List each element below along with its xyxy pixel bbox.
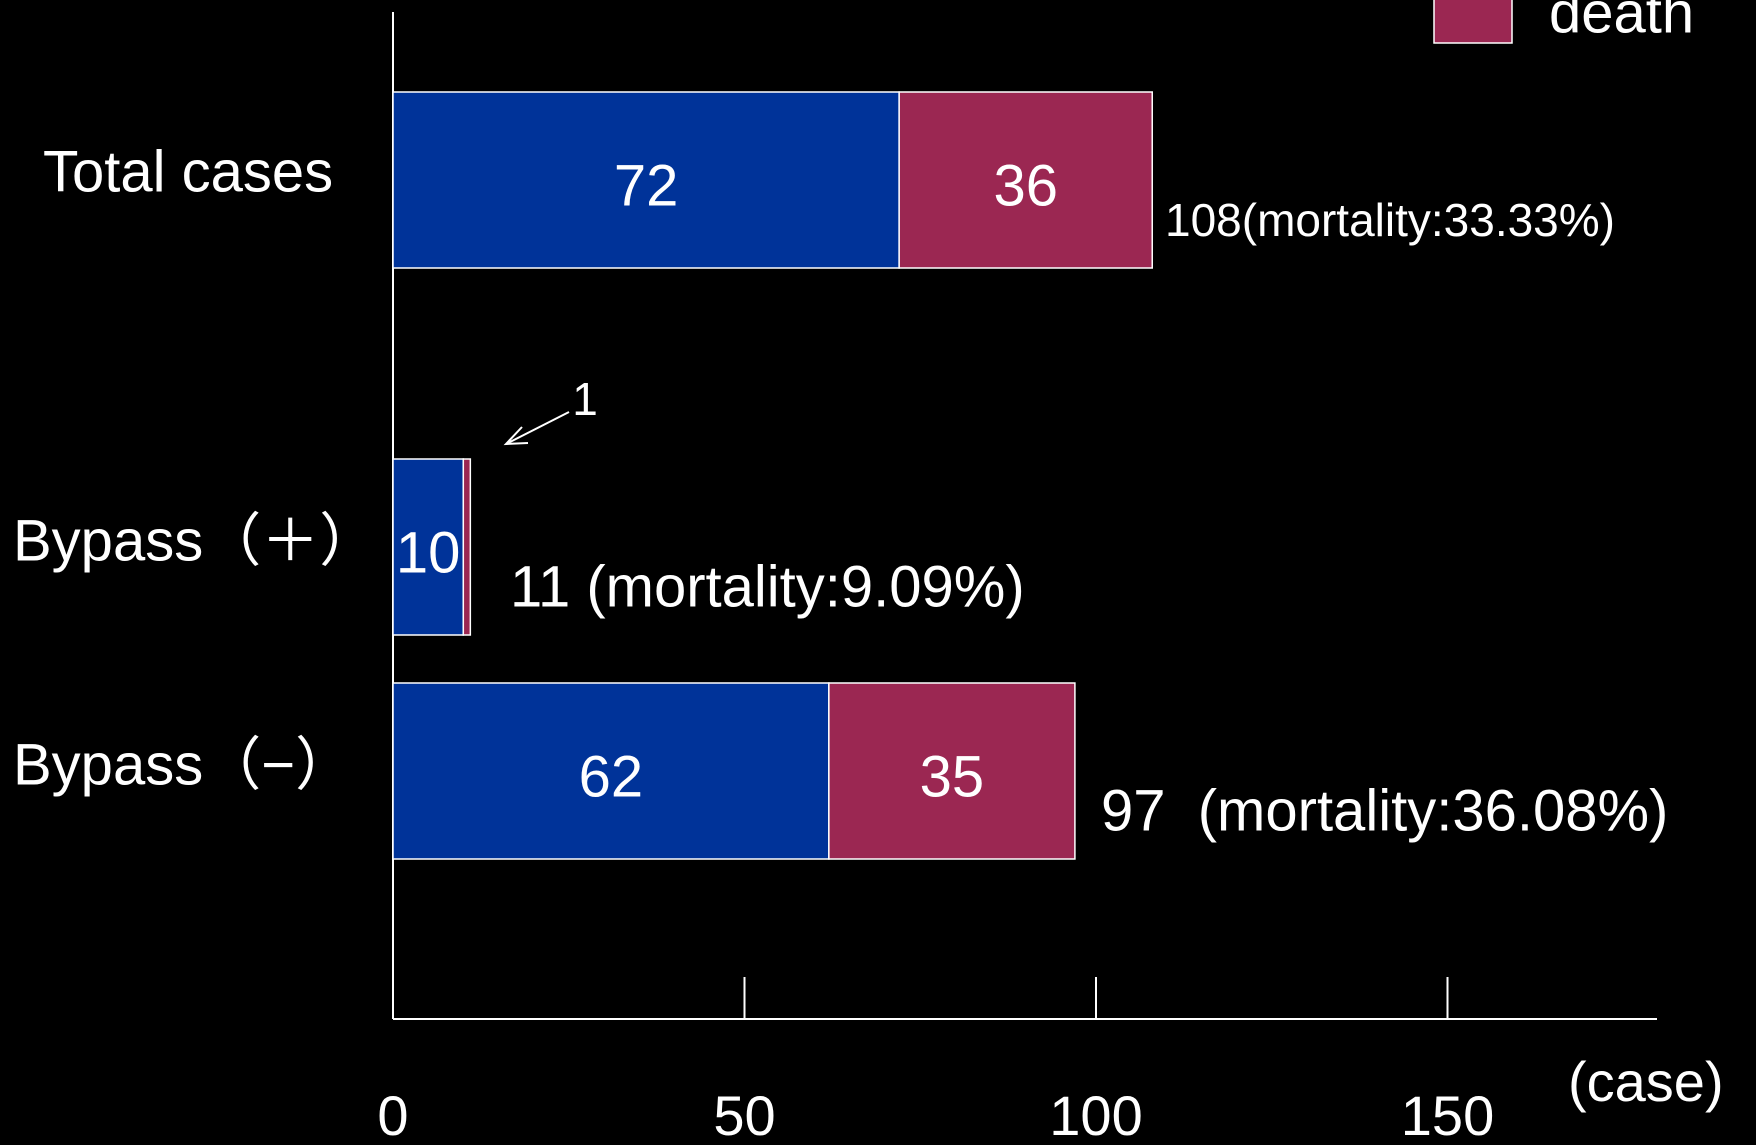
total-annotation: 11 (mortality:9.09%) [510,554,1025,619]
annotation-arrowhead [503,426,529,446]
annotation-arrow [507,411,570,444]
data-label: 1 [572,373,598,425]
bar [828,682,1076,860]
total-annotation: 108(mortality:33.33%) [1165,194,1615,246]
x-tick-label: 100 [1049,1084,1142,1145]
total-annotation: 97 (mortality:36.08%) [1101,778,1668,843]
x-tick-label: 0 [377,1084,408,1145]
category-label: Bypass（−） [13,732,353,797]
bar [462,458,472,636]
category-label: Bypass（＋） [13,508,377,573]
legend-label: death [1549,0,1694,45]
bar [392,458,465,636]
data-label: 10 [396,520,461,585]
bar [898,91,1153,269]
bar [392,91,900,269]
x-tick-label: 150 [1401,1084,1494,1145]
category-label: Total cases [43,139,333,204]
legend-swatch [1433,0,1513,44]
data-label: 62 [579,744,644,809]
bar [392,682,830,860]
x-unit: (case) [1568,1050,1724,1113]
data-label: 72 [614,153,679,218]
x-tick-label: 50 [713,1084,775,1145]
data-label: 36 [993,153,1058,218]
data-label: 35 [920,744,985,809]
